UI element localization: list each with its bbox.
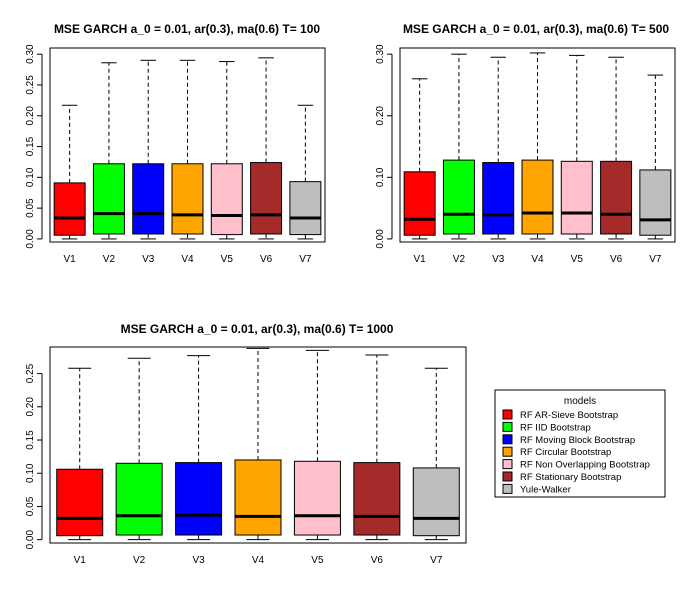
x-tick-label: V7 bbox=[430, 555, 443, 566]
box-v2 bbox=[92, 163, 125, 235]
box-v3 bbox=[482, 162, 515, 235]
box-v7 bbox=[289, 181, 322, 236]
x-tick-label: V5 bbox=[571, 254, 584, 265]
legend-box bbox=[494, 389, 666, 498]
box-v2 bbox=[115, 462, 163, 536]
x-tick-label: V6 bbox=[610, 254, 623, 265]
box-v3 bbox=[132, 163, 165, 235]
legend-label: RF Stationary Bootstrap bbox=[520, 472, 621, 483]
plot-area-t100 bbox=[49, 47, 326, 243]
legend-swatch bbox=[502, 434, 513, 445]
x-tick-label: V1 bbox=[74, 555, 87, 566]
box-v7 bbox=[639, 169, 672, 236]
chart-title-t1000: MSE GARCH a_0 = 0.01, ar(0.3), ma(0.6) T… bbox=[121, 322, 394, 336]
x-tick-label: V5 bbox=[311, 555, 324, 566]
box-v4 bbox=[171, 163, 204, 235]
box-v6 bbox=[353, 462, 401, 536]
legend-label: Yule-Walker bbox=[520, 484, 571, 495]
panel-t1000: MSE GARCH a_0 = 0.01, ar(0.3), ma(0.6) T… bbox=[25, 322, 467, 566]
legend-swatch bbox=[502, 471, 513, 482]
box-v5 bbox=[210, 163, 243, 236]
y-tick-label: 0.10 bbox=[375, 167, 386, 187]
y-tick-label: 0.10 bbox=[25, 463, 36, 483]
x-tick-label: V6 bbox=[371, 555, 384, 566]
legend-swatch bbox=[502, 459, 513, 470]
x-tick-label: V3 bbox=[142, 254, 155, 265]
box-v7 bbox=[412, 467, 460, 537]
y-tick-label: 0.00 bbox=[25, 229, 36, 249]
chart-title-t500: MSE GARCH a_0 = 0.01, ar(0.3), ma(0.6) T… bbox=[403, 22, 669, 36]
box-v3 bbox=[175, 462, 223, 536]
y-tick-label: 0.20 bbox=[375, 106, 386, 126]
box-v6 bbox=[250, 162, 283, 235]
legend-label: RF IID Bootstrap bbox=[520, 422, 591, 433]
x-tick-label: V6 bbox=[260, 254, 273, 265]
legend-label: RF Circular Bootstrap bbox=[520, 447, 611, 458]
legend-label: RF Non Overlapping Bootstrap bbox=[520, 460, 650, 471]
y-tick-label: 0.00 bbox=[25, 530, 36, 550]
plot-marks-t100: 0.00 0.05 0.10 0.15 0.20 0.25 0.30 V1 V2 V3 V4 V5 V6… bbox=[25, 44, 322, 265]
plot-marks-t500: 0.00 0.10 0.20 0.30 V1 V2 V3 V4 V5 V6 V7 bbox=[375, 44, 672, 265]
plot-area-t500 bbox=[399, 47, 676, 243]
x-tick-label: V4 bbox=[181, 254, 194, 265]
x-tick-label: V3 bbox=[492, 254, 505, 265]
legend-label: RF AR-Sieve Bootstrap bbox=[520, 410, 618, 421]
x-tick-label: V4 bbox=[252, 555, 265, 566]
y-tick-label: 0.05 bbox=[25, 198, 36, 218]
y-tick-label: 0.20 bbox=[25, 106, 36, 126]
x-tick-label: V5 bbox=[221, 254, 234, 265]
y-tick-label: 0.20 bbox=[25, 397, 36, 417]
box-v1 bbox=[56, 468, 104, 537]
y-tick-label: 0.15 bbox=[25, 136, 36, 156]
x-tick-label: V2 bbox=[133, 555, 146, 566]
panel-t100: MSE GARCH a_0 = 0.01, ar(0.3), ma(0.6) T… bbox=[25, 22, 326, 265]
legend-swatch bbox=[502, 409, 513, 420]
y-tick-label: 0.30 bbox=[375, 44, 386, 64]
plot-area-t1000 bbox=[49, 346, 467, 544]
y-tick-label: 0.25 bbox=[25, 75, 36, 95]
x-tick-label: V7 bbox=[649, 254, 662, 265]
legend-label: RF Moving Block Bootstrap bbox=[520, 435, 635, 446]
chart-title-t100: MSE GARCH a_0 = 0.01, ar(0.3), ma(0.6) T… bbox=[54, 22, 320, 36]
box-v5 bbox=[293, 460, 341, 536]
x-tick-label: V1 bbox=[414, 254, 427, 265]
box-v2 bbox=[442, 159, 475, 235]
box-v1 bbox=[53, 182, 86, 236]
x-tick-label: V4 bbox=[531, 254, 544, 265]
legend-swatch bbox=[502, 421, 513, 432]
y-tick-label: 0.15 bbox=[25, 430, 36, 450]
legend-title: models bbox=[564, 396, 596, 407]
panel-t500: MSE GARCH a_0 = 0.01, ar(0.3), ma(0.6) T… bbox=[375, 22, 676, 265]
y-tick-label: 0.05 bbox=[25, 496, 36, 516]
x-tick-label: V1 bbox=[64, 254, 77, 265]
box-v1 bbox=[403, 171, 436, 236]
y-tick-label: 0.30 bbox=[25, 44, 36, 64]
legend-swatch bbox=[502, 446, 513, 457]
box-v6 bbox=[600, 160, 633, 235]
box-v4 bbox=[234, 459, 282, 536]
box-v5 bbox=[560, 160, 593, 235]
y-tick-label: 0.00 bbox=[375, 229, 386, 249]
x-tick-label: V2 bbox=[453, 254, 466, 265]
x-tick-label: V3 bbox=[192, 555, 205, 566]
y-tick-label: 0.25 bbox=[25, 363, 36, 383]
plot-marks-t1000: 0.00 0.05 0.10 0.15 0.20 0.25 V1 V2 V3 V4 V5 V6 V7 bbox=[25, 347, 460, 566]
y-tick-label: 0.10 bbox=[25, 167, 36, 187]
legend-swatch bbox=[502, 483, 513, 494]
x-tick-label: V7 bbox=[299, 254, 312, 265]
box-v4 bbox=[521, 159, 554, 235]
x-tick-label: V2 bbox=[103, 254, 116, 265]
